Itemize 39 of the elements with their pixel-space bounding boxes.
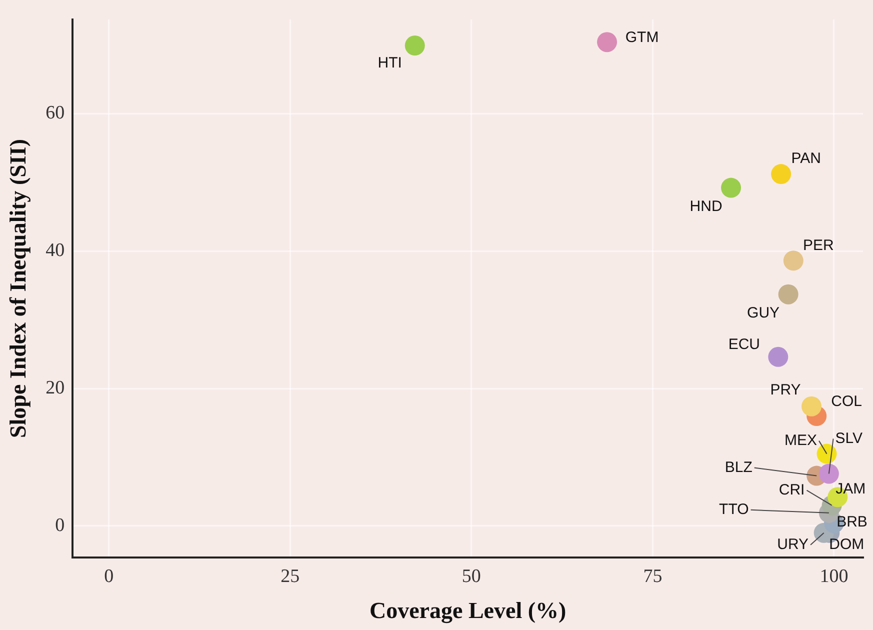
- x-tick-label: 50: [462, 566, 481, 587]
- point: [721, 178, 742, 198]
- x-tick-label: 75: [643, 566, 662, 587]
- point: [816, 444, 837, 464]
- point: [771, 164, 792, 184]
- y-tick-label: 0: [55, 514, 65, 536]
- series-label: JAM: [836, 480, 866, 498]
- series-label: DOM: [829, 536, 864, 553]
- point: [778, 284, 798, 304]
- y-tick-label: 20: [46, 377, 65, 398]
- y-axis-title: Slope Index of Inequality (SII): [6, 138, 31, 438]
- series-label: PRY: [770, 382, 801, 399]
- series-label: GTM: [625, 29, 659, 46]
- point: [783, 250, 804, 271]
- y-tick-label: 40: [46, 240, 65, 262]
- x-tick-label: 0: [104, 566, 114, 587]
- series-label: CRI: [778, 482, 805, 498]
- series-label: ECU: [728, 336, 760, 354]
- series-label: PER: [802, 236, 834, 254]
- series-label: URY: [777, 536, 809, 553]
- series-label: SLV: [835, 430, 863, 447]
- point: [818, 464, 839, 484]
- series-label: PAN: [791, 150, 821, 168]
- x-axis-title: Coverage Level (%): [369, 598, 566, 624]
- text: TTO: [719, 501, 749, 518]
- point: [802, 396, 822, 416]
- y-tick-label: 60: [46, 102, 65, 124]
- x-tick-label: 100: [820, 566, 848, 587]
- series-label: COL: [831, 393, 862, 410]
- point: [597, 32, 618, 52]
- x-tick-label: 25: [280, 566, 300, 587]
- point: [768, 346, 788, 367]
- series-label: BRB: [836, 513, 868, 530]
- series-label: HND: [690, 198, 722, 215]
- point: [404, 36, 425, 56]
- series-label: MEX: [784, 432, 817, 449]
- series-label: GUY: [747, 304, 780, 322]
- text: BLZ: [724, 458, 752, 476]
- series-label: HTI: [378, 54, 402, 72]
